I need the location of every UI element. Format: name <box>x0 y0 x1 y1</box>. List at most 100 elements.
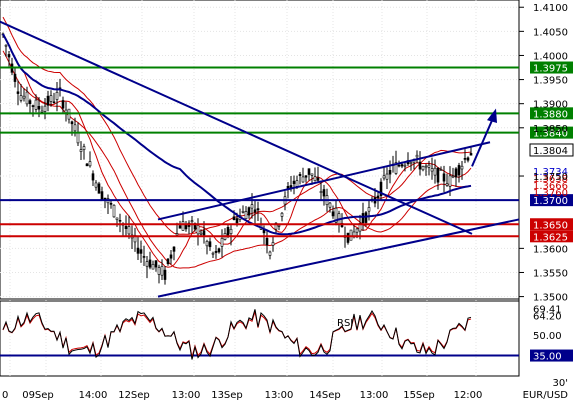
trendlines <box>0 20 520 298</box>
candle-body <box>280 212 284 217</box>
candle-body <box>46 95 50 106</box>
lower-band <box>2 50 472 269</box>
candle-body <box>232 216 236 221</box>
candle-body <box>148 259 152 268</box>
y-tick-label: 1.3500 <box>533 293 568 304</box>
candle-body <box>268 251 272 256</box>
last-price-bg <box>529 143 574 157</box>
candle-body <box>265 237 269 246</box>
candle-body <box>160 266 164 276</box>
symbol-label: EUR/USD <box>523 390 569 401</box>
candle-body <box>355 228 359 233</box>
candle-body <box>301 176 305 183</box>
arrow-shaft <box>471 117 494 167</box>
candle-body <box>76 132 80 144</box>
y-tick-label: 1.3850 <box>533 124 568 135</box>
candle-body <box>52 101 56 104</box>
y-tick-label: 1.3550 <box>533 268 568 279</box>
candle-body <box>217 248 221 253</box>
candle-body <box>205 241 209 247</box>
y-tick-label: 1.4000 <box>533 51 568 62</box>
candle-body <box>88 161 92 167</box>
candle-body <box>331 211 335 217</box>
candle-body <box>181 221 185 231</box>
rsi-tick-label: 69.41 <box>533 305 562 316</box>
rsi-level-label-bg <box>530 349 573 362</box>
candle-body <box>421 166 425 171</box>
candle-body <box>310 173 314 176</box>
level-label-bg <box>530 230 573 243</box>
x-axis: 0 09Sep 14:00 12Sep 13:00 13Sep 13:00 14Sep 13:0… <box>2 390 482 401</box>
rsi-level-label: 35.00 <box>533 352 562 363</box>
indicator-label: 1.3760 <box>533 188 568 199</box>
x-tick-label: 12:00 <box>454 390 483 401</box>
candle-body <box>97 183 101 194</box>
candle-body <box>334 207 338 223</box>
candle-body <box>397 164 401 167</box>
candle-body <box>241 211 245 213</box>
candle-body <box>304 175 308 178</box>
rsi-tick-label: 64.20 <box>533 312 562 323</box>
candle-body <box>91 173 95 181</box>
candle-body <box>199 232 203 235</box>
candle-body <box>163 269 167 280</box>
candle-body <box>100 191 104 200</box>
x-tick-label: 09Sep <box>22 390 54 401</box>
candle-body <box>25 91 29 105</box>
candle-body <box>328 202 332 208</box>
candle-body <box>436 167 440 183</box>
candle-body <box>298 174 302 176</box>
candle-body <box>28 100 32 105</box>
candle-body <box>466 157 470 161</box>
candle-body <box>118 220 122 222</box>
candle-body <box>157 267 161 275</box>
level-label: 1.3650 <box>533 220 568 231</box>
candle-body <box>313 176 317 181</box>
candle-body <box>70 121 74 125</box>
candle-body <box>271 242 275 246</box>
candle-body <box>31 105 35 107</box>
candle-body <box>409 162 413 164</box>
x-tick-label: 0 <box>2 390 8 401</box>
candle-body <box>37 105 41 110</box>
candle-body <box>385 173 389 180</box>
candle-body <box>235 218 239 224</box>
candle-body <box>460 165 464 170</box>
level-label-bg <box>530 61 573 74</box>
candle-body <box>109 202 113 205</box>
rsi-line <box>2 309 472 360</box>
candle-body <box>151 264 155 270</box>
candle-body <box>469 153 473 156</box>
x-tick-label: 12Sep <box>118 390 150 401</box>
candle-body <box>127 226 131 235</box>
rsi-panel <box>0 300 520 377</box>
x-tick-label: 13:00 <box>360 390 389 401</box>
candle-body <box>442 173 446 182</box>
candle-body <box>454 168 458 178</box>
level-label: 1.3700 <box>533 196 568 207</box>
candle-body <box>169 254 173 259</box>
candle-body <box>361 213 365 224</box>
candle-body <box>316 177 320 181</box>
x-tick-label: 15Sep <box>403 390 435 401</box>
candle-body <box>451 175 455 178</box>
candle-body <box>349 229 353 241</box>
candle-body <box>211 252 215 255</box>
level-label: 1.3880 <box>533 109 568 120</box>
x-tick-label: 14:00 <box>79 390 108 401</box>
y-tick-label: 1.3750 <box>533 172 568 183</box>
candle-body <box>196 225 200 235</box>
candle-body <box>7 54 11 58</box>
price-panel <box>0 0 520 300</box>
candle-body <box>388 170 392 175</box>
candle-body <box>295 180 299 187</box>
candle-body <box>274 222 278 230</box>
rsi-tick-label: 50.00 <box>533 331 562 342</box>
candle-body <box>400 164 404 167</box>
candle-body <box>13 73 17 82</box>
candle-body <box>250 204 254 209</box>
candle-body <box>208 241 212 248</box>
candle-body <box>61 100 65 109</box>
candle-body <box>79 149 83 152</box>
